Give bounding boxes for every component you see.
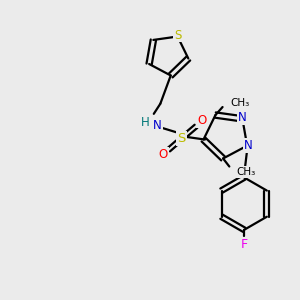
Text: S: S <box>174 28 181 41</box>
Text: CH₃: CH₃ <box>236 167 256 177</box>
Text: N: N <box>153 118 162 132</box>
Text: N: N <box>244 139 253 152</box>
Text: S: S <box>178 132 186 145</box>
Text: F: F <box>241 238 248 251</box>
Text: N: N <box>238 111 247 124</box>
Text: O: O <box>158 148 168 161</box>
Text: CH₃: CH₃ <box>230 98 250 108</box>
Text: O: O <box>197 114 206 127</box>
Text: H: H <box>140 116 149 129</box>
